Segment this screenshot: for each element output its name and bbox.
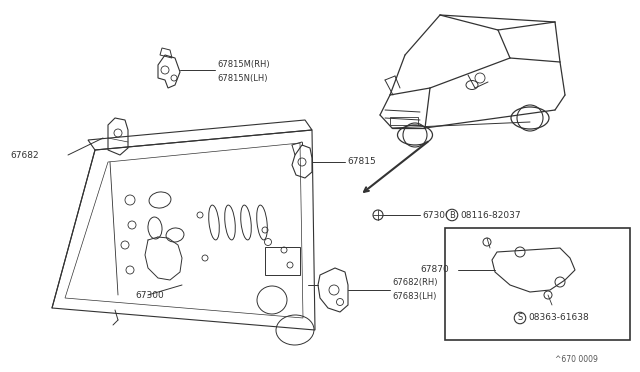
Bar: [445, 228, 630, 340]
Text: 67815: 67815: [347, 157, 376, 167]
Text: 67815M(RH): 67815M(RH): [217, 61, 269, 70]
Text: 67300C: 67300C: [422, 211, 457, 219]
Text: 67682(RH): 67682(RH): [392, 279, 438, 288]
Text: 67300: 67300: [135, 291, 164, 299]
Text: 67682: 67682: [10, 151, 38, 160]
Text: 67815N(LH): 67815N(LH): [217, 74, 268, 83]
Text: 67683(LH): 67683(LH): [392, 292, 436, 301]
Text: 08363-61638: 08363-61638: [528, 314, 589, 323]
Bar: [265, 247, 300, 275]
Text: 67870: 67870: [420, 266, 449, 275]
Text: 08116-82037: 08116-82037: [460, 211, 520, 219]
Text: B: B: [449, 211, 455, 219]
Text: S: S: [517, 314, 523, 323]
Bar: [390, 117, 418, 125]
Text: ^670 0009: ^670 0009: [555, 356, 598, 365]
